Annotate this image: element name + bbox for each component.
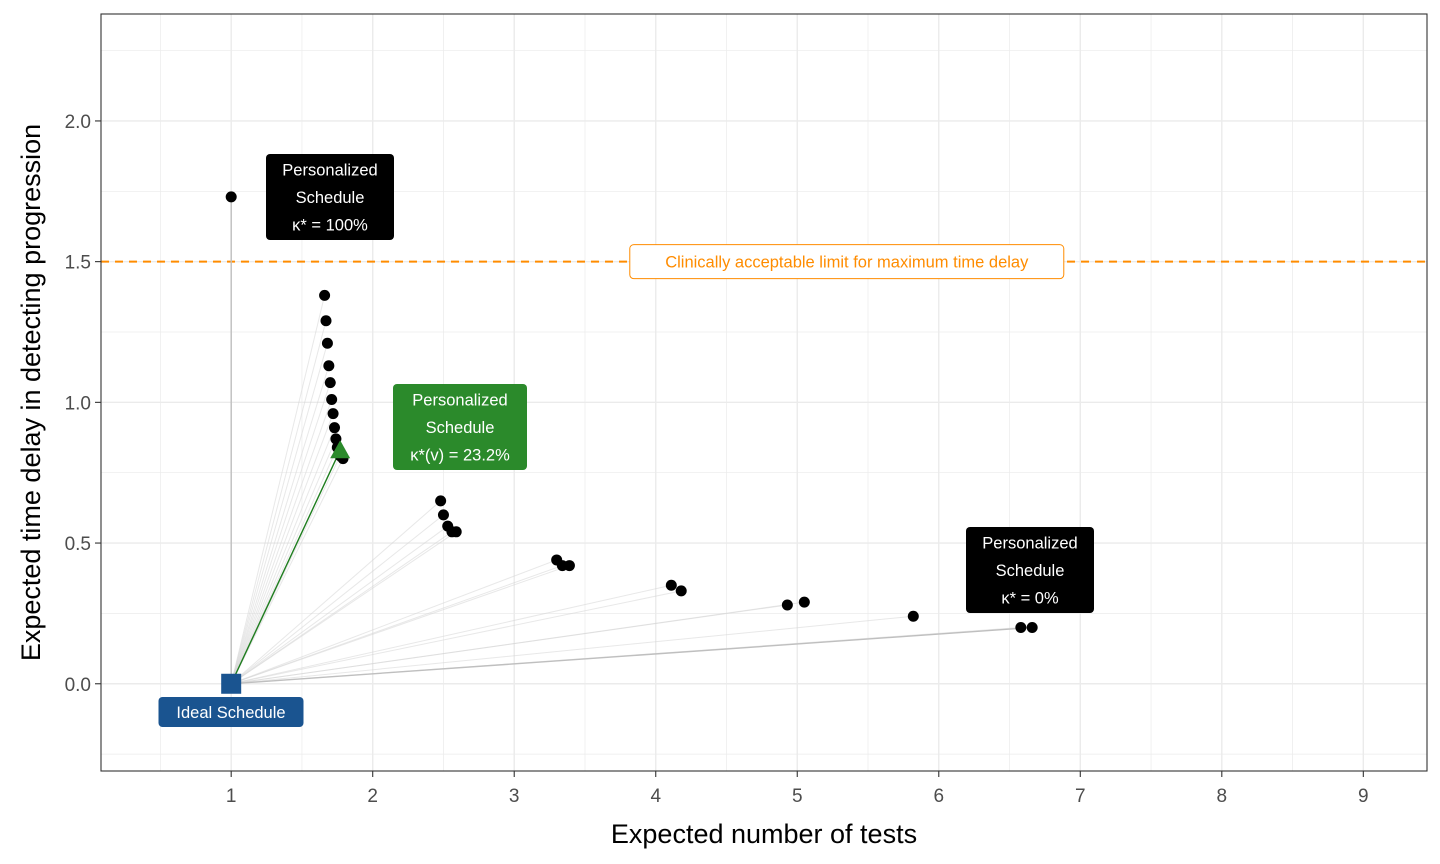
connector-line: [230, 514, 444, 685]
connector-line: [230, 320, 327, 684]
data-point: [225, 191, 237, 203]
ticks: 1 2 3 4 5 6 7 8 9 0.0 0.5 1.0 1.5 2.0: [65, 112, 1369, 807]
annotation-optimal-text: Schedule: [426, 419, 495, 437]
x-tick-label: 2: [367, 786, 378, 807]
connector-line: [231, 559, 557, 685]
data-point: [450, 526, 462, 538]
data-point: [324, 377, 336, 389]
data-point: [675, 585, 687, 597]
annotation-optimal-box: [393, 384, 527, 470]
x-tick-label: 3: [509, 786, 520, 807]
x-tick-label: 1: [226, 786, 237, 807]
connector-line: [230, 458, 344, 684]
annotation-optimal-text: κ*(v) = 23.2%: [410, 447, 510, 465]
panel-border: [100, 13, 1428, 772]
limit-label: Clinically acceptable limit for maximum …: [665, 254, 1029, 272]
annotation-kappa-100-box: [266, 154, 394, 240]
connector-line: [230, 427, 335, 684]
annotation-kappa-0-text: Personalized: [982, 535, 1077, 553]
y-axis-title: Expected time delay in detecting progres…: [16, 124, 46, 661]
data-point: [319, 289, 331, 301]
connector-line: [230, 365, 330, 684]
data-point: [330, 433, 342, 445]
connector-line: [231, 615, 914, 685]
points: [221, 191, 1038, 694]
data-point: [563, 560, 575, 572]
data-point: [329, 422, 341, 434]
x-tick-label: 6: [933, 786, 944, 807]
data-point: [320, 315, 332, 327]
annotation-kappa-0-text: κ* = 0%: [1001, 590, 1059, 608]
data-point: [665, 579, 677, 591]
x-tick-label: 8: [1217, 786, 1228, 807]
annotation-optimal-text: Personalized: [412, 392, 507, 410]
data-point: [326, 394, 338, 406]
connector-line: [230, 295, 326, 684]
annotation-kappa-100-text: κ* = 100%: [292, 217, 368, 235]
connector-line: [230, 382, 331, 684]
connector-line: [230, 438, 337, 684]
y-tick-label: 1.5: [65, 253, 91, 274]
connector-line: [230, 413, 334, 684]
y-tick-label: 0.5: [65, 534, 91, 555]
data-point: [321, 337, 333, 349]
annotation-kappa-100-text: Personalized: [282, 162, 377, 180]
x-tick-label: 5: [792, 786, 803, 807]
y-tick-label: 1.0: [65, 393, 91, 414]
connector-line: [231, 584, 672, 685]
connector-line: [231, 565, 570, 685]
annotation-kappa-0-box: [966, 527, 1094, 613]
x-tick-label: 7: [1075, 786, 1086, 807]
connectors: [230, 196, 1033, 685]
annotation-kappa-0-text: Schedule: [996, 562, 1065, 580]
y-tick-label: 0.0: [65, 675, 91, 696]
y-tick-label: 2.0: [65, 112, 91, 133]
connector-line: [230, 500, 441, 685]
limit-group: Clinically acceptable limit for maximum …: [101, 244, 1427, 280]
optimal-connector-line: [230, 449, 341, 685]
data-point: [1015, 621, 1027, 633]
ideal-schedule-marker: [221, 673, 242, 694]
connector-line: [230, 531, 457, 685]
connector-line: [230, 399, 333, 684]
ideal-schedule-label-box: [158, 697, 304, 727]
connector-line: [231, 601, 805, 685]
connector-line: [230, 343, 328, 684]
data-point: [781, 599, 793, 611]
labels: Personalized Schedule κ* = 100% Personalize…: [158, 154, 1094, 727]
data-point: [323, 360, 335, 372]
annotation-kappa-100-text: Schedule: [296, 189, 365, 207]
connector-line: [231, 626, 1033, 685]
connector-line: [231, 590, 682, 685]
limit-label-box: [629, 244, 1065, 280]
x-tick-label: 9: [1358, 786, 1369, 807]
data-point: [907, 610, 919, 622]
x-tick-label: 4: [650, 786, 661, 807]
connector-line: [230, 525, 449, 685]
optimal-schedule-marker: [330, 440, 351, 459]
data-point: [327, 408, 339, 420]
data-point: [435, 495, 447, 507]
ideal-schedule-label: Ideal Schedule: [176, 704, 285, 722]
x-axis-title: Expected number of tests: [611, 819, 917, 849]
data-point: [798, 596, 810, 608]
data-point: [437, 509, 449, 521]
data-point: [1026, 621, 1038, 633]
